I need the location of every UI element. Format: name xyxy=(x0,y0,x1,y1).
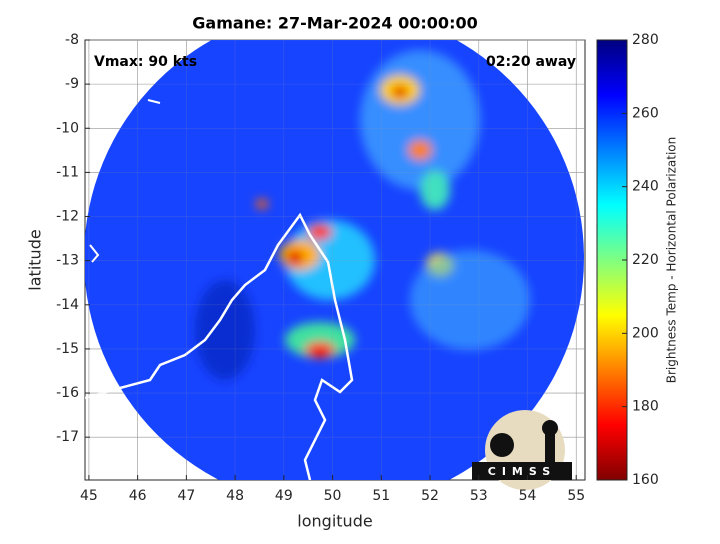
x-tick-label: 52 xyxy=(421,488,439,504)
x-tick-label: 46 xyxy=(129,488,147,504)
colorbar-tick-label: 200 xyxy=(632,325,659,341)
y-tick-label: -9 xyxy=(65,76,79,92)
colorbar-tick-label: 260 xyxy=(632,105,659,121)
x-tick-label: 53 xyxy=(470,488,488,504)
x-axis-label: longitude xyxy=(297,512,372,531)
colorbar-tick-label: 240 xyxy=(632,179,659,195)
satellite-image xyxy=(85,40,584,480)
x-tick-label: 55 xyxy=(567,488,585,504)
y-tick-label: -16 xyxy=(56,385,79,401)
colorbar-tick-label: 180 xyxy=(632,399,659,415)
y-tick-label: -14 xyxy=(56,297,79,313)
y-tick-label: -15 xyxy=(56,341,79,357)
x-tick-label: 51 xyxy=(372,488,390,504)
logo-text: CIMSS xyxy=(488,465,556,478)
y-tick-label: -10 xyxy=(56,120,79,136)
y-tick-label: -12 xyxy=(56,209,79,225)
x-tick-label: 47 xyxy=(177,488,195,504)
y-tick-label: -17 xyxy=(56,429,79,445)
x-tick-label: 54 xyxy=(519,488,537,504)
colorbar-tick-label: 160 xyxy=(632,472,659,488)
colorbar-label: Brightness Temp - Horizontal Polarizatio… xyxy=(665,137,679,384)
chart-title: Gamane: 27-Mar-2024 00:00:00 xyxy=(192,14,477,33)
logo: CIMSS xyxy=(472,410,572,490)
y-tick-label: -8 xyxy=(65,32,79,48)
y-tick-label: -13 xyxy=(56,253,79,269)
annotation: 02:20 away xyxy=(486,54,576,70)
y-tick-label: -11 xyxy=(56,164,79,180)
x-tick-label: 50 xyxy=(324,488,342,504)
annotation: Vmax: 90 kts xyxy=(94,54,197,70)
x-tick-label: 48 xyxy=(226,488,244,504)
x-tick-label: 49 xyxy=(275,488,293,504)
x-tick-label: 45 xyxy=(80,488,98,504)
colorbar-tick-label: 220 xyxy=(632,252,659,268)
colorbar-tick-label: 280 xyxy=(632,32,659,48)
y-axis-label: latitude xyxy=(26,229,45,290)
